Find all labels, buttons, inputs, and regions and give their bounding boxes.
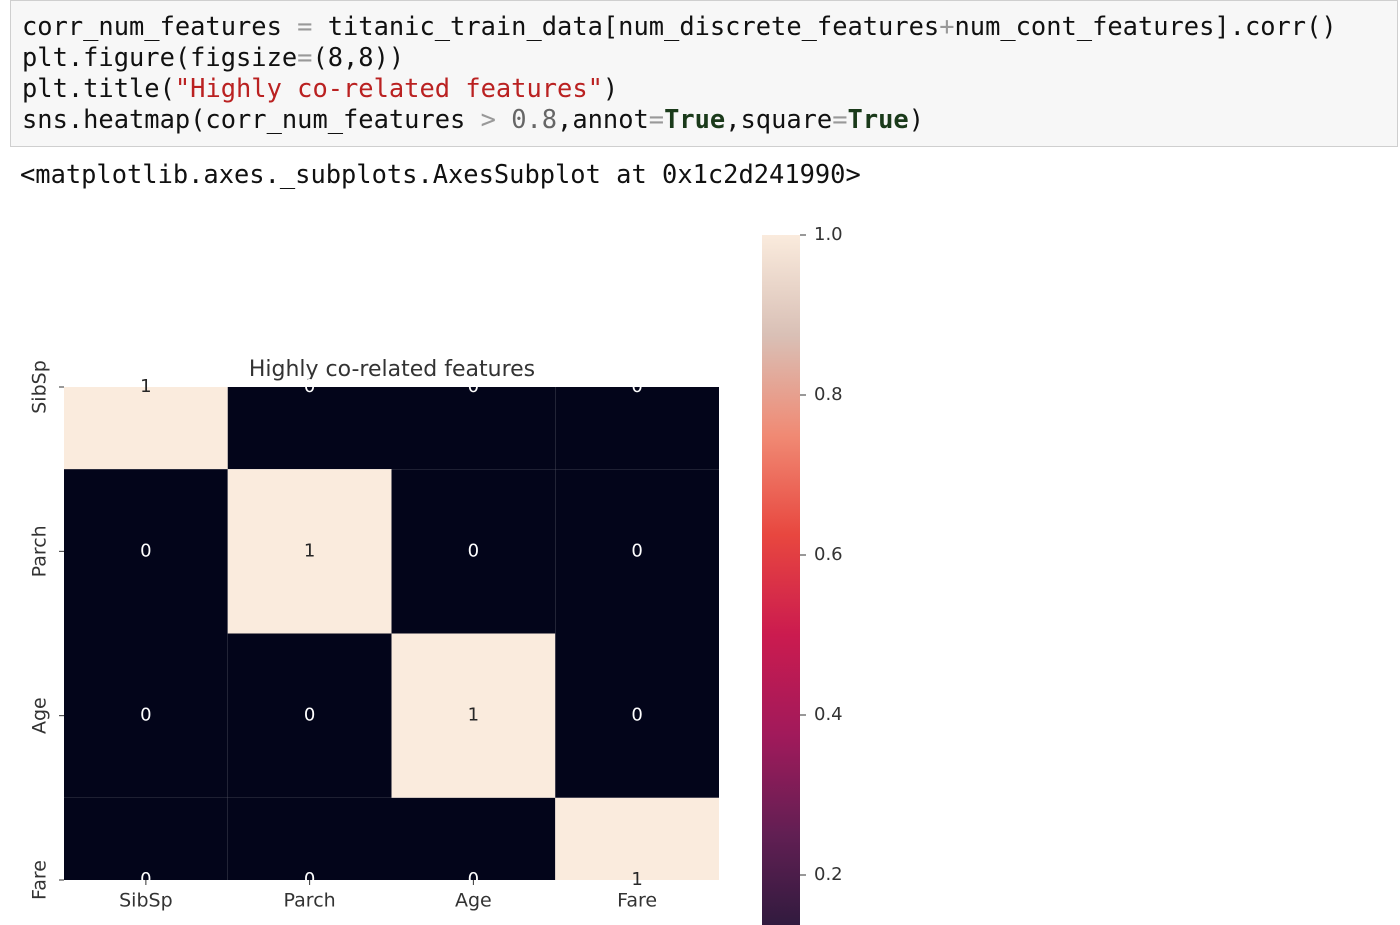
code-line: plt.title("Highly co-related features") — [22, 73, 1337, 104]
x-tick-label: Age — [455, 890, 492, 912]
heatmap-cell — [555, 797, 719, 880]
cell-annotation: 0 — [304, 869, 315, 890]
heatmap-cell — [64, 469, 228, 634]
heatmap-cell — [391, 387, 556, 470]
chart-title: Highly co-related features — [249, 357, 535, 382]
code-token: ) — [602, 73, 619, 103]
cell-annotation: 1 — [140, 376, 151, 397]
cell-annotation: 0 — [304, 705, 315, 726]
cell-annotation: 0 — [631, 540, 642, 561]
heatmap-cell — [64, 633, 228, 798]
code-token: ) — [908, 104, 924, 134]
code-cell[interactable]: corr_num_features = titanic_train_data[n… — [10, 0, 1398, 147]
code-token: = — [297, 11, 313, 41]
code: corr_num_features = titanic_train_data[n… — [22, 11, 1337, 135]
heatmap — [64, 387, 719, 880]
cell-annotation: 0 — [631, 376, 642, 397]
cell-annotation: 0 — [304, 376, 315, 397]
heatmap-cell — [391, 469, 556, 634]
heatmap-cell — [64, 387, 228, 470]
cell-annotation: 0 — [631, 705, 642, 726]
heatmap-cell — [391, 797, 556, 880]
cell-annotation: 0 — [140, 705, 151, 726]
code-token: 0.8 — [511, 104, 558, 134]
code-token: True — [847, 104, 909, 134]
colorbar — [762, 235, 800, 925]
heatmap-cell — [555, 387, 719, 470]
cell-output: <matplotlib.axes._subplots.AxesSubplot a… — [20, 159, 861, 189]
cell-annotation: 0 — [468, 540, 479, 561]
x-tick-label: Fare — [617, 890, 657, 912]
code-line: corr_num_features = titanic_train_data[n… — [22, 11, 1337, 42]
heatmap-cell — [555, 469, 719, 634]
code-token: corr_num_features — [22, 11, 298, 41]
cell-annotation: 1 — [304, 540, 315, 561]
code-token: = — [832, 104, 848, 134]
code-token: ,square — [725, 104, 833, 134]
x-tick-label: SibSp — [119, 890, 173, 912]
heatmap-cell — [227, 387, 392, 470]
code-token: + — [939, 11, 955, 41]
code-token: ,annot — [557, 104, 649, 134]
heatmap-cell — [227, 633, 392, 798]
code-token: "Highly co-related features" — [174, 73, 603, 103]
y-tick-label: SibSp — [29, 360, 51, 414]
code-token: > — [480, 104, 496, 134]
colorbar-tick-label: 1.0 — [814, 224, 843, 245]
cell-annotation: 0 — [468, 376, 479, 397]
code-token: plt.title( — [22, 73, 175, 103]
colorbar-tick-label: 0.8 — [814, 384, 843, 405]
colorbar-tick-label: 0.4 — [814, 704, 843, 725]
code-line: plt.figure(figsize=(8,8)) — [22, 42, 1337, 73]
y-tick-label: Fare — [29, 860, 51, 900]
y-tick-label: Age — [29, 697, 51, 734]
cell-annotation: 0 — [468, 869, 479, 890]
cell-annotation: 0 — [140, 869, 151, 890]
code-token: titanic_train_data[num_discrete_features — [312, 11, 940, 41]
code-token: = — [648, 104, 665, 134]
code-token: = — [297, 42, 313, 72]
y-tick-label: Parch — [29, 525, 51, 577]
colorbar-tick-label: 0.6 — [814, 544, 843, 565]
heatmap-cell — [227, 469, 392, 634]
cell-annotation: 1 — [468, 705, 479, 726]
code-token: plt.figure(figsize — [22, 42, 298, 72]
x-tick-label: Parch — [284, 890, 336, 912]
cell-annotation: 0 — [140, 540, 151, 561]
code-line: sns.heatmap(corr_num_features > 0.8,anno… — [22, 104, 1337, 135]
heatmap-cell — [391, 633, 556, 798]
cell-annotation: 1 — [631, 869, 642, 890]
heatmap-cell — [555, 633, 719, 798]
code-token: num_cont_features].corr() — [954, 11, 1337, 41]
code-token: sns.heatmap(corr_num_features — [22, 104, 481, 134]
heatmap-cell — [227, 797, 392, 880]
heatmap-cell — [64, 797, 228, 880]
code-token: (8,8)) — [312, 42, 405, 72]
code-token: True — [664, 104, 726, 134]
colorbar-tick-label: 0.2 — [814, 864, 843, 885]
